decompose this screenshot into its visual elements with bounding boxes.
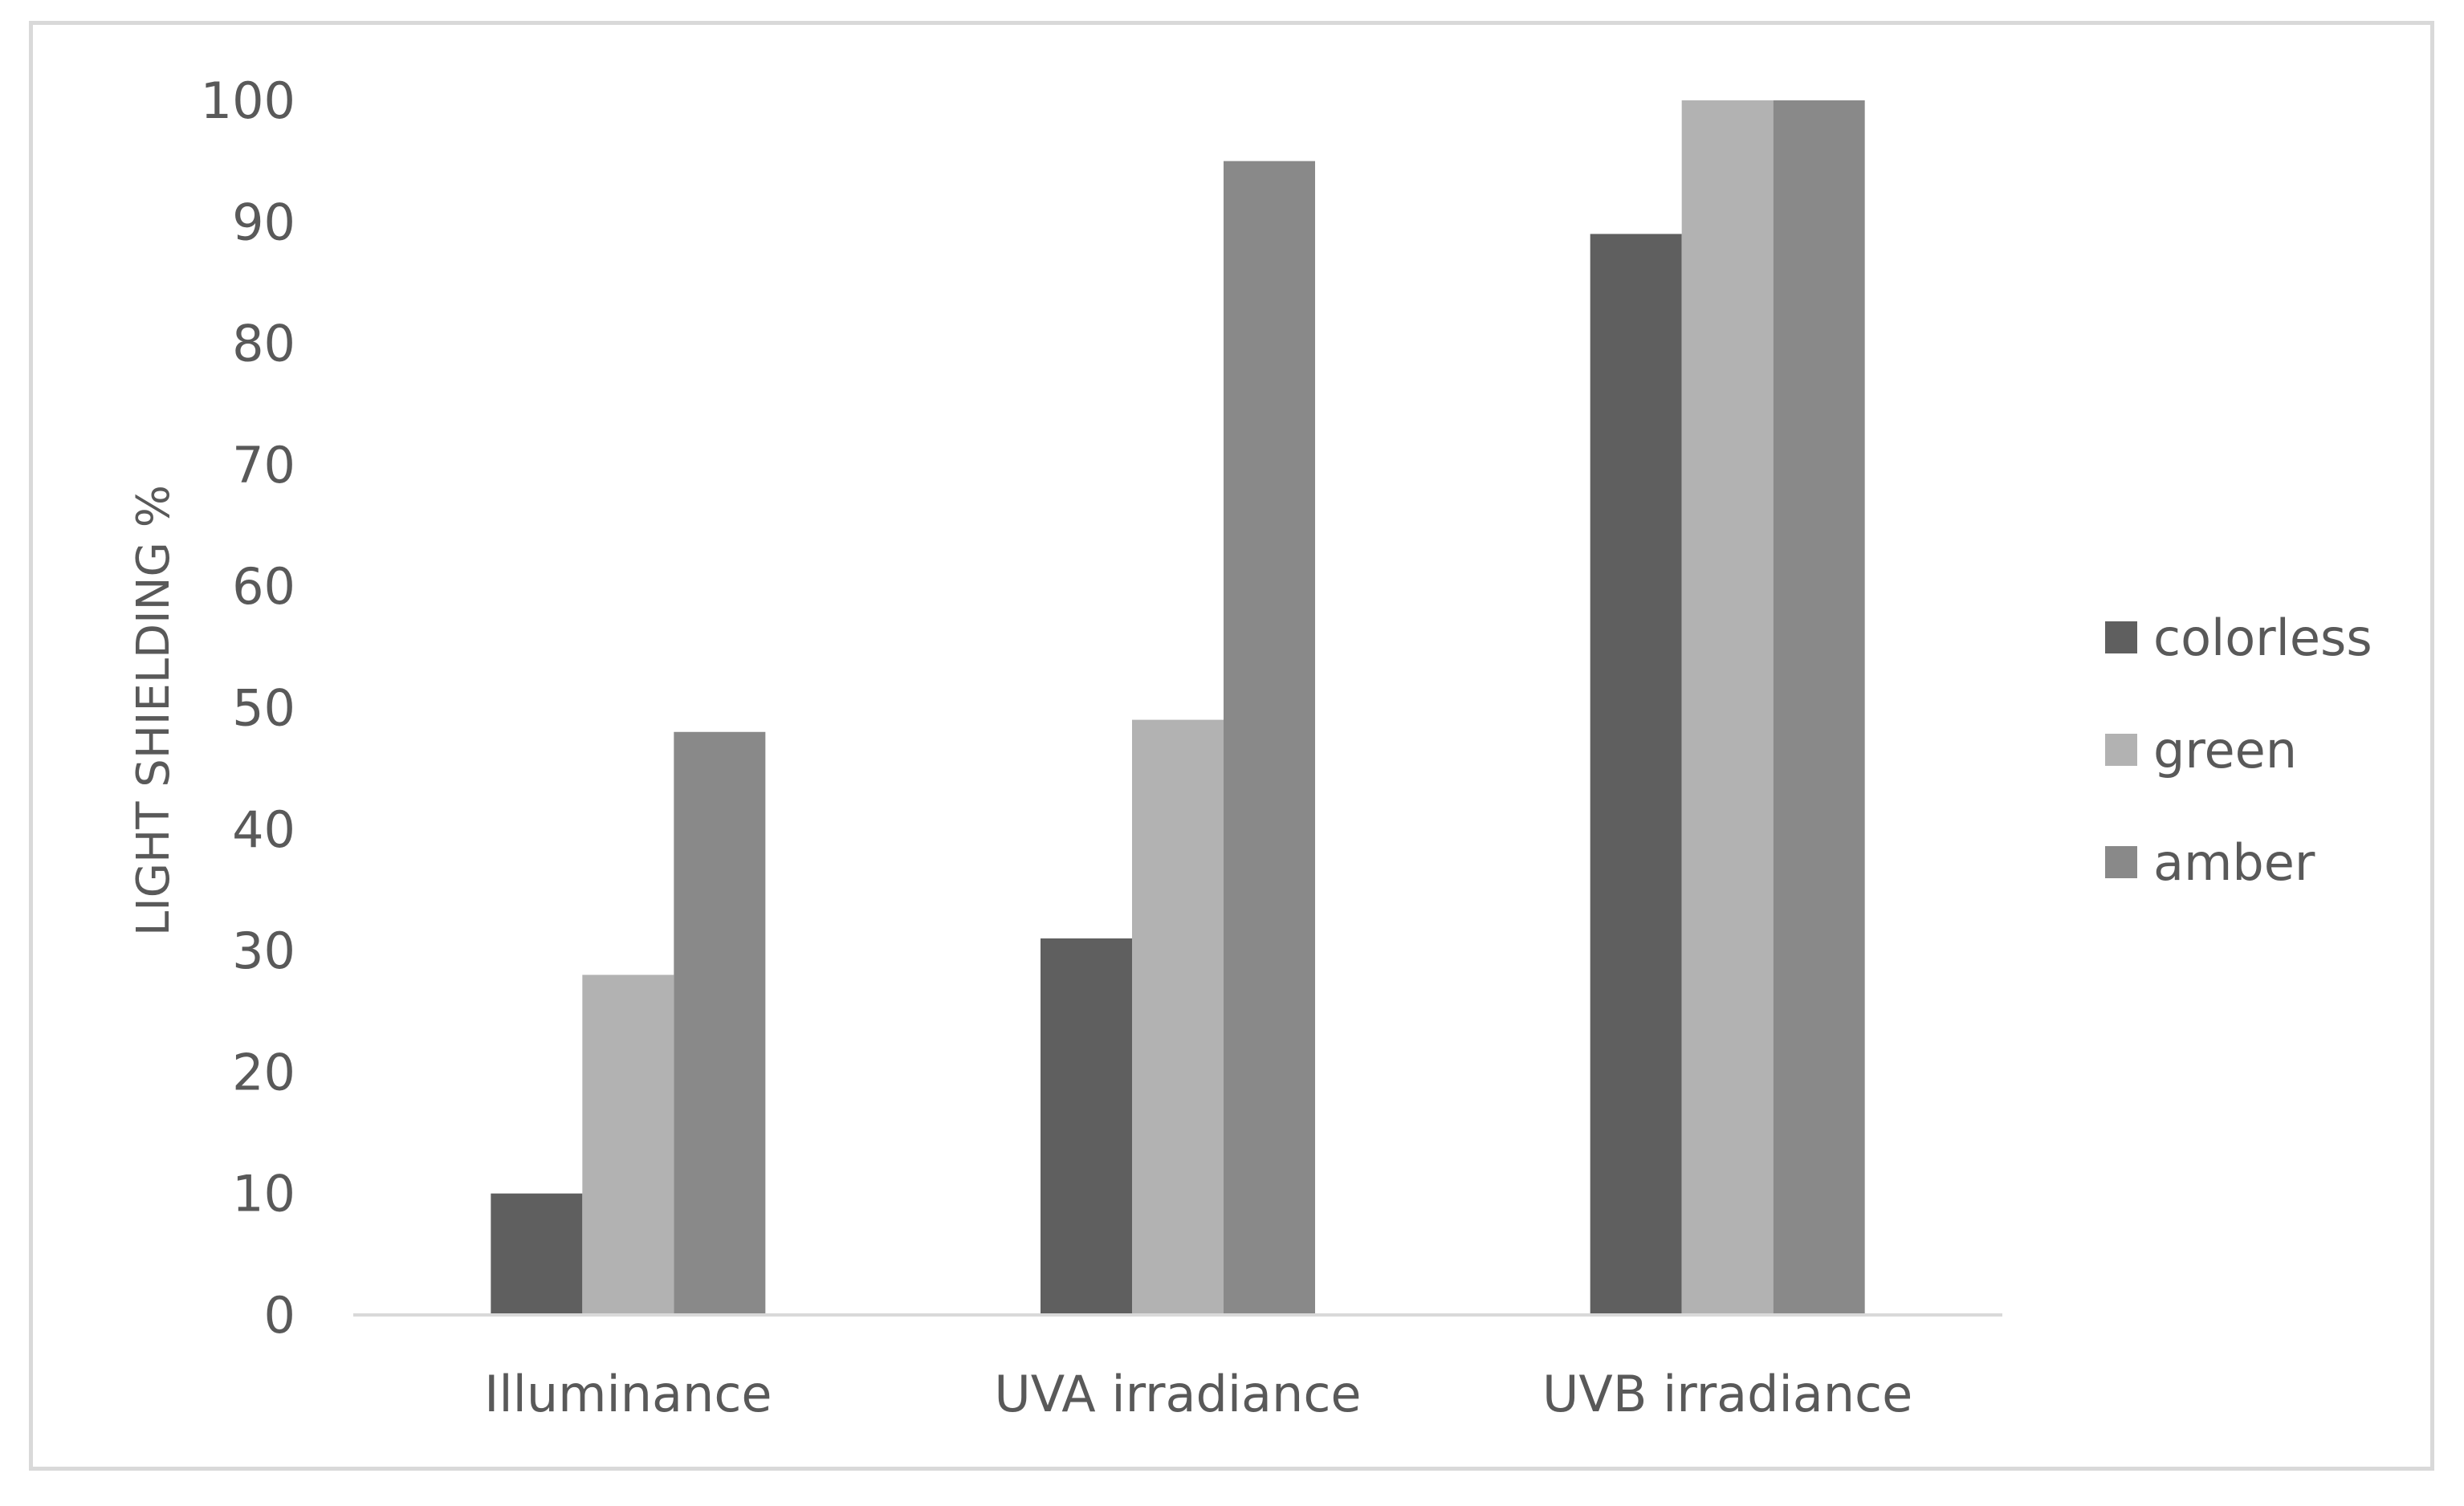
bar-green: [582, 975, 674, 1315]
y-tick-label: 30: [232, 922, 295, 980]
bar-amber: [1224, 161, 1315, 1315]
y-tick-label: 40: [232, 800, 295, 859]
legend-swatch-colorless: [2105, 621, 2137, 653]
y-tick-label: 70: [232, 436, 295, 495]
legend-swatch-amber: [2105, 846, 2137, 878]
y-tick-label: 100: [201, 71, 295, 130]
y-tick-label: 50: [232, 679, 295, 738]
bar-amber: [674, 731, 766, 1315]
bar-colorless: [1590, 234, 1682, 1316]
x-category-label: UVB irradiance: [1542, 1365, 1912, 1423]
y-tick-label: 90: [232, 193, 295, 251]
bar-amber: [1773, 100, 1865, 1315]
chart-frame: [29, 21, 2434, 1471]
bars: [491, 100, 1865, 1316]
y-tick-label: 10: [232, 1165, 295, 1223]
bar-green: [1681, 100, 1774, 1315]
bar-green: [1132, 719, 1224, 1315]
legend-label-amber: amber: [2153, 833, 2315, 892]
legend-label-colorless: colorless: [2153, 609, 2372, 667]
y-tick-label: 60: [232, 557, 295, 616]
x-axis-categories: Illuminance UVA irradiance UVB irradiance: [484, 1365, 1912, 1423]
legend-label-green: green: [2153, 721, 2297, 779]
x-category-label: UVA irradiance: [994, 1365, 1361, 1423]
y-tick-label: 20: [232, 1043, 295, 1101]
legend: colorless green amber: [2105, 609, 2372, 892]
y-tick-label: 0: [264, 1286, 295, 1345]
y-tick-label: 80: [232, 315, 295, 373]
legend-swatch-green: [2105, 734, 2137, 766]
bar-colorless: [491, 1193, 583, 1315]
bar-colorless: [1041, 938, 1132, 1315]
y-axis-title: LIGHT SHIELDING %: [128, 485, 180, 936]
y-axis-ticks: 0 10 20 30 40 50 60 70 80 90 100: [201, 71, 295, 1345]
x-category-label: Illuminance: [484, 1365, 772, 1423]
